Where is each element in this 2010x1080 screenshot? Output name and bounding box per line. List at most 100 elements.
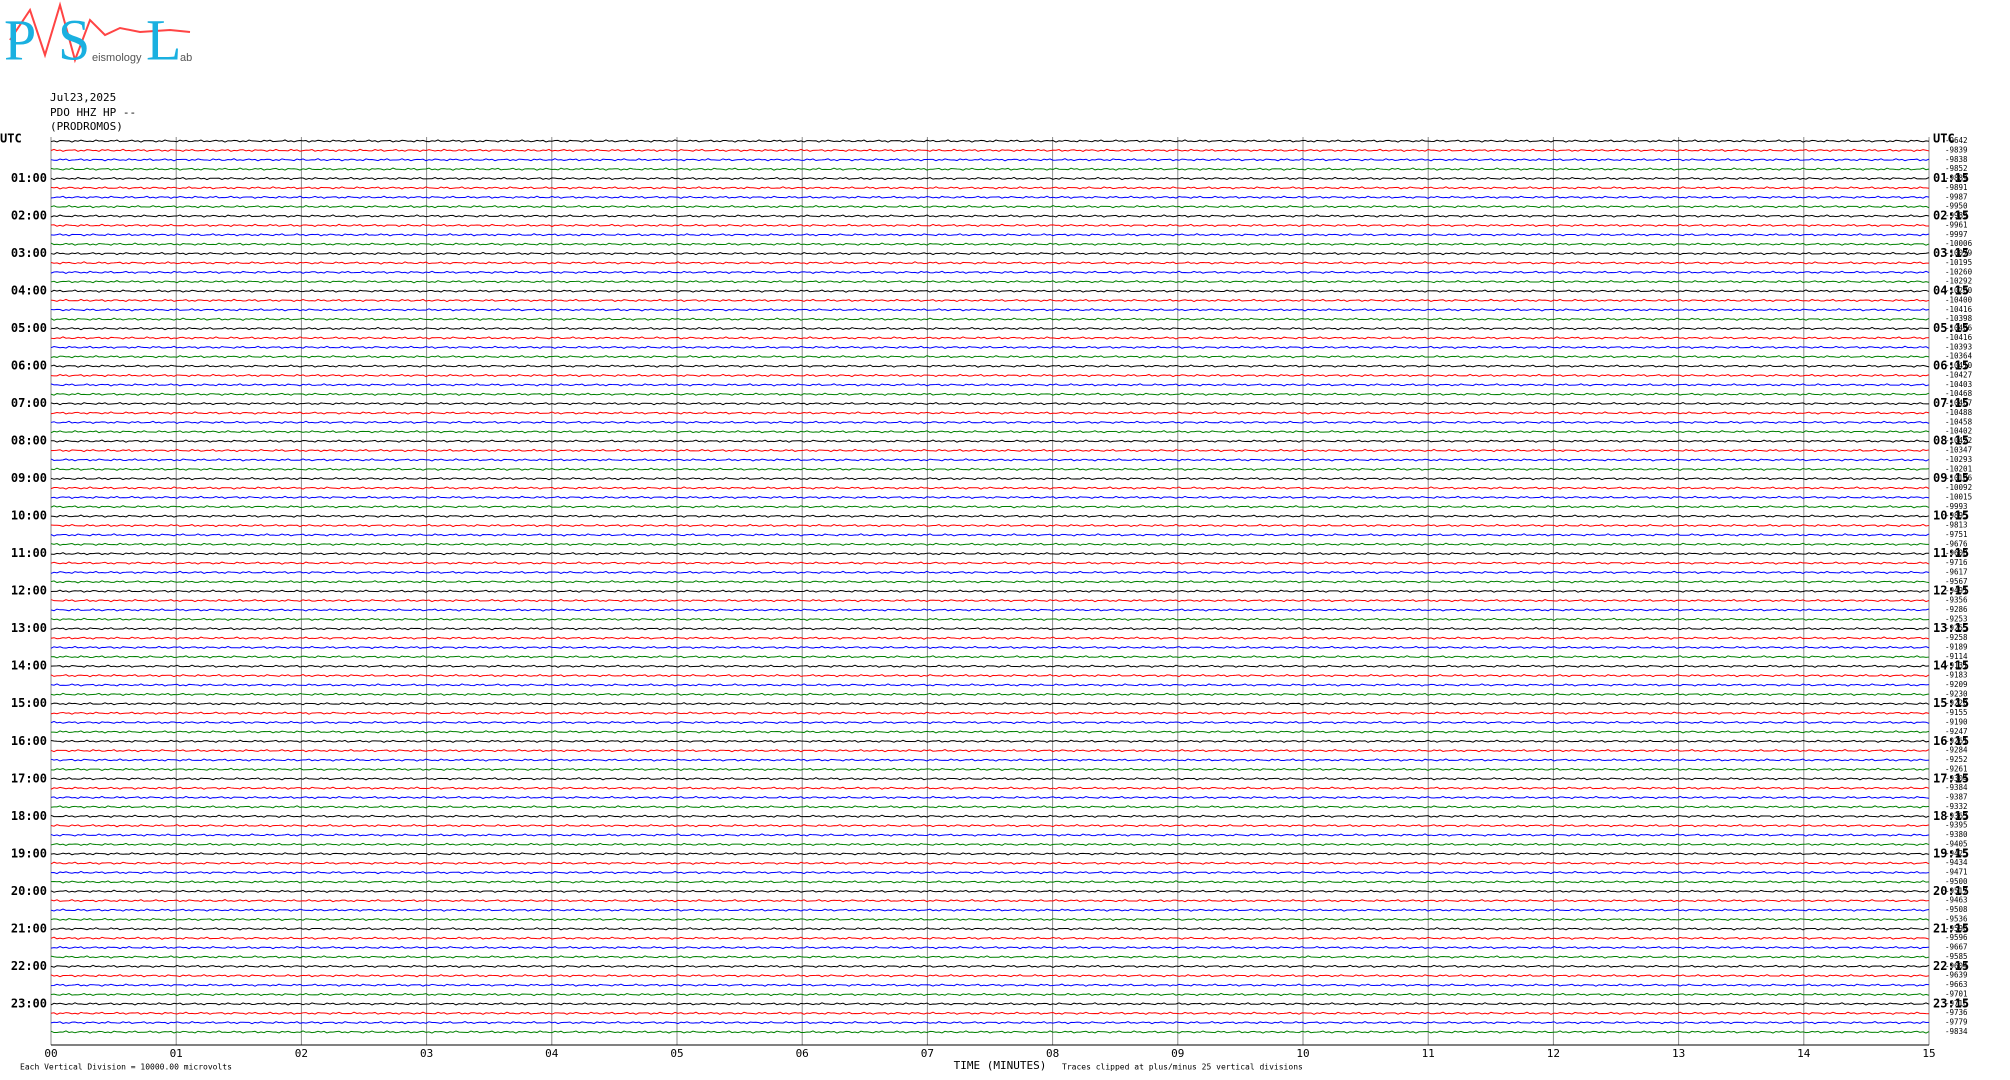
trace [50, 186, 1930, 190]
trace-offset: -10393 [1945, 342, 1972, 351]
trace-offset: -9508 [1945, 905, 1968, 914]
x-tick-label: 01 [170, 1047, 183, 1060]
trace-offset: -9667 [1945, 943, 1968, 952]
trace-offset: -9585 [1945, 952, 1968, 961]
trace [50, 542, 1930, 546]
trace-offset: -10186 [1945, 474, 1973, 483]
trace-offset: -9387 [1945, 793, 1968, 802]
hour-label-right: 19:15 [1933, 846, 1969, 860]
trace-offset: -9425 [1945, 849, 1968, 858]
trace-offset: -9304 [1945, 774, 1968, 783]
trace-offset: -9517 [1945, 886, 1968, 895]
trace [50, 261, 1930, 265]
x-tick-label: 06 [796, 1047, 809, 1060]
trace-offset: -9736 [1945, 1008, 1968, 1017]
header-line: (PRODROMOS) [50, 120, 123, 133]
trace [50, 223, 1930, 228]
trace-offset: -9701 [1945, 989, 1968, 998]
trace [50, 992, 1930, 997]
trace [50, 195, 1930, 199]
logo-letter: S [58, 7, 90, 72]
hour-label-right: 05:15 [1933, 321, 1969, 335]
trace-offset: -9852 [1945, 164, 1968, 173]
trace-offset: -10400 [1945, 295, 1973, 304]
trace-offset: -10398 [1945, 314, 1973, 323]
trace [50, 420, 1930, 425]
trace [50, 561, 1930, 565]
trace [50, 476, 1930, 481]
trace [50, 1030, 1930, 1034]
trace-offset: -10406 [1945, 324, 1973, 333]
trace [50, 861, 1930, 865]
trace [50, 430, 1930, 434]
hour-label-right: 17:15 [1933, 771, 1969, 785]
trace-offset: -9716 [1945, 999, 1968, 1008]
x-axis-label: TIME (MINUTES) [954, 1059, 1047, 1072]
trace-offset: -9491 [1945, 586, 1968, 595]
trace [50, 439, 1930, 443]
trace [50, 336, 1930, 340]
x-tick-label: 12 [1547, 1047, 1560, 1060]
hour-label-right: 04:15 [1933, 284, 1969, 298]
trace-offset: -9253 [1945, 614, 1968, 623]
trace [50, 899, 1930, 903]
trace-offset: -9405 [1945, 839, 1968, 848]
trace-offset: -9463 [1945, 896, 1968, 905]
x-tick-label: 05 [670, 1047, 683, 1060]
trace-offset: -9332 [1945, 802, 1968, 811]
trace-offset: -10293 [1945, 455, 1972, 464]
hour-label-left: 12:00 [11, 584, 47, 598]
trace [50, 795, 1930, 800]
trace [50, 251, 1930, 256]
trace [50, 814, 1930, 818]
hour-label-left: 11:00 [11, 546, 47, 560]
trace-offset: -9596 [1945, 933, 1968, 942]
trace [50, 467, 1930, 471]
hour-label-right: 13:15 [1933, 621, 1969, 635]
trace [50, 889, 1930, 893]
trace-offset: -10292 [1945, 277, 1972, 286]
trace-offset: -10092 [1945, 483, 1972, 492]
trace [50, 326, 1930, 331]
trace-offset: -9993 [1945, 502, 1968, 511]
trace [50, 936, 1930, 940]
trace [50, 608, 1930, 612]
hour-label-left: 04:00 [11, 284, 47, 298]
trace-offset: -10364 [1945, 352, 1973, 361]
trace-offset: -9230 [1945, 689, 1968, 698]
trace [50, 598, 1930, 603]
trace [50, 148, 1930, 153]
hour-label-left: 16:00 [11, 734, 47, 748]
trace [50, 711, 1930, 715]
hour-label-left: 08:00 [11, 434, 47, 448]
trace-offset: -9676 [1945, 539, 1968, 548]
trace-offset: -9604 [1945, 961, 1968, 970]
trace-offset: -9363 [1945, 811, 1968, 820]
logo: P S L eismology ab [4, 1, 192, 72]
trace-offset: -9258 [1945, 633, 1968, 642]
trace-offset: -10260 [1945, 267, 1973, 276]
trace [50, 411, 1930, 415]
hour-label-right: 09:15 [1933, 471, 1969, 485]
trace [50, 767, 1930, 772]
trace-offset: -9380 [1945, 830, 1968, 839]
trace [50, 702, 1930, 706]
trace [50, 401, 1930, 406]
hour-label-left: 05:00 [11, 321, 47, 335]
trace [50, 270, 1930, 274]
trace-offset: -9608 [1945, 549, 1968, 558]
trace [50, 655, 1930, 659]
trace [50, 345, 1930, 349]
trace-offset: -9642 [1945, 136, 1968, 145]
hour-label-right: 15:15 [1933, 696, 1969, 710]
hour-label-right: 07:15 [1933, 396, 1969, 410]
trace [50, 964, 1930, 968]
x-tick-label: 08 [1046, 1047, 1059, 1060]
trace [50, 777, 1930, 781]
trace-offset: -10195 [1945, 258, 1972, 267]
trace [50, 317, 1930, 321]
trace [50, 383, 1930, 387]
hour-label-right: 01:15 [1933, 171, 1969, 185]
trace-offset: -9663 [1945, 980, 1968, 989]
